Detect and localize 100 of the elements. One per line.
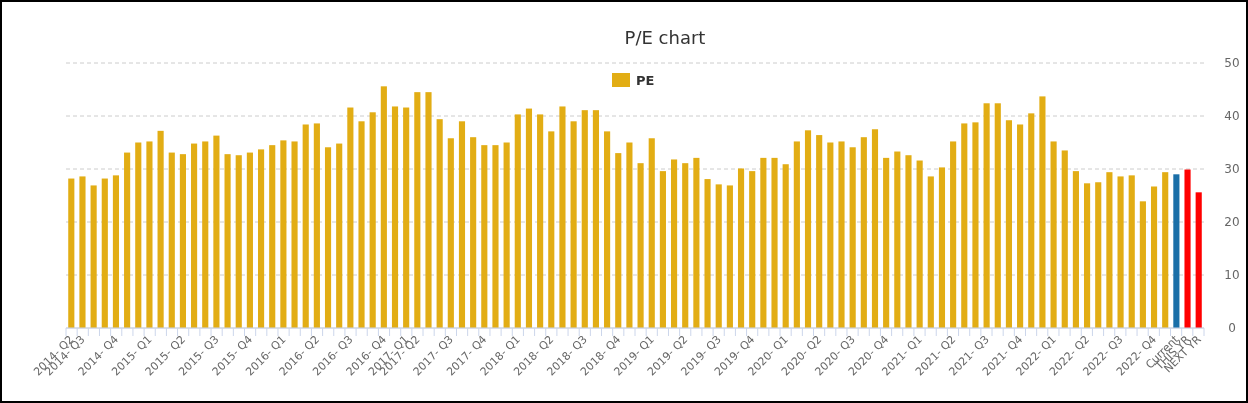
bar — [1128, 175, 1135, 328]
bar — [369, 112, 376, 328]
bar — [458, 121, 466, 328]
bar — [849, 147, 856, 328]
bar — [592, 110, 599, 328]
bar — [972, 122, 979, 328]
bar — [570, 121, 577, 328]
bar — [916, 160, 923, 328]
bar — [280, 140, 287, 328]
bar — [693, 157, 700, 328]
bar — [626, 142, 633, 328]
bar — [793, 141, 800, 328]
bar — [637, 163, 644, 328]
bar — [581, 110, 588, 328]
bar — [414, 92, 421, 328]
bar — [1095, 182, 1102, 328]
bar — [213, 135, 220, 328]
bar — [682, 163, 689, 328]
y-tick-label: 20 — [1224, 215, 1240, 229]
bar — [604, 131, 611, 328]
bar — [782, 164, 789, 328]
bar — [1084, 183, 1091, 328]
bar — [391, 106, 399, 328]
bar — [1028, 113, 1035, 328]
bar — [291, 141, 298, 328]
bar — [537, 114, 544, 328]
bar — [715, 184, 722, 328]
bar — [1139, 201, 1146, 328]
y-tick-label: 0 — [1228, 321, 1236, 335]
bar — [1039, 96, 1046, 328]
bar — [168, 152, 175, 328]
bar — [503, 142, 510, 328]
bar — [302, 124, 309, 328]
bar — [235, 155, 242, 328]
bar — [224, 154, 231, 328]
bar — [749, 171, 756, 328]
bar — [380, 86, 387, 328]
bar — [827, 142, 834, 328]
bar — [179, 154, 186, 328]
bar — [1195, 192, 1202, 328]
bar — [403, 107, 410, 328]
bar — [704, 179, 711, 328]
bar — [905, 155, 912, 328]
bar — [671, 159, 678, 328]
bar — [90, 185, 97, 328]
bar — [68, 178, 75, 328]
bar — [559, 106, 566, 328]
bar — [336, 143, 343, 328]
bar — [202, 141, 209, 328]
bar — [737, 168, 745, 328]
bar — [124, 152, 131, 328]
bar — [447, 138, 454, 328]
bar — [135, 142, 142, 328]
y-tick-label: 40 — [1224, 109, 1240, 123]
bar — [1017, 124, 1024, 328]
bar — [246, 152, 253, 328]
bar — [994, 103, 1001, 328]
bar — [492, 145, 499, 328]
bar — [894, 151, 901, 328]
bar — [883, 157, 890, 328]
bar — [760, 157, 767, 328]
bar — [1173, 174, 1180, 328]
y-tick-label: 30 — [1224, 162, 1240, 176]
bar — [548, 131, 555, 328]
bar — [1061, 150, 1068, 328]
bar — [79, 176, 86, 328]
bar — [1106, 172, 1113, 328]
bar — [726, 185, 733, 328]
bar — [938, 167, 946, 328]
bar — [1150, 186, 1158, 328]
bar — [1184, 169, 1191, 328]
bar — [269, 145, 276, 328]
bar — [1072, 171, 1079, 328]
bar — [191, 143, 198, 328]
bar — [860, 137, 867, 328]
bar — [983, 103, 990, 328]
bar — [358, 121, 365, 328]
bar — [146, 141, 153, 328]
bar — [804, 130, 812, 328]
bar — [525, 108, 533, 328]
bar — [425, 92, 432, 328]
bar — [615, 153, 622, 328]
bar — [648, 138, 655, 328]
bar — [324, 147, 332, 328]
bar — [257, 149, 265, 328]
bar — [950, 141, 957, 328]
bar — [112, 175, 120, 328]
bar — [838, 141, 845, 328]
bar — [347, 107, 354, 328]
bar — [927, 176, 934, 328]
bar — [1117, 176, 1124, 328]
bar — [1005, 120, 1013, 328]
chart-title: P/E chart — [624, 27, 706, 48]
bar — [771, 157, 778, 328]
y-tick-label: 10 — [1224, 268, 1240, 282]
bar — [481, 145, 488, 328]
bar — [659, 171, 666, 328]
bar — [816, 135, 823, 328]
bar — [313, 123, 320, 328]
legend-label: PE — [636, 73, 655, 88]
